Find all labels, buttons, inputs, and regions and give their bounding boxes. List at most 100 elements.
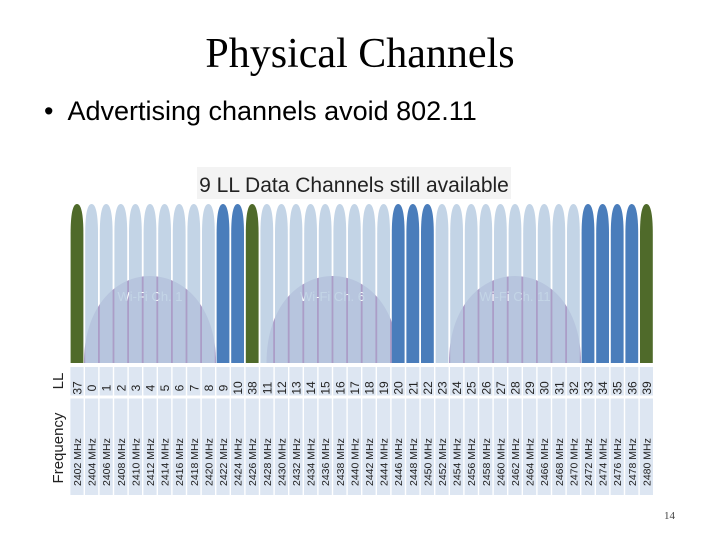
channel-label-column-22	[420, 367, 434, 495]
ll-channel-number: 19	[377, 381, 391, 395]
ll-channel-number: 32	[567, 381, 581, 395]
channel-label-column-9	[216, 367, 230, 495]
bullet-text: Advertising channels avoid 802.11	[67, 96, 477, 126]
ble-channel-11-spike	[260, 204, 274, 363]
ble-channel-8-spike	[202, 204, 215, 363]
ll-channel-number: 10	[231, 381, 245, 395]
ble-channel-34-spike	[596, 204, 609, 363]
channel-frequency-label: 2466 MHz	[539, 438, 551, 486]
ble-channel-7-spike	[187, 204, 201, 363]
ble-channel-26-spike	[479, 204, 493, 363]
ll-channel-number: 0	[85, 384, 99, 391]
bullet-dot-icon: •	[44, 96, 54, 126]
ll-channel-number: 16	[333, 381, 347, 395]
channel-frequency-label: 2446 MHz	[393, 438, 405, 486]
ble-channel-39-spike	[640, 204, 653, 363]
channel-label-column-33	[581, 367, 595, 495]
ll-channel-number: 3	[129, 384, 143, 391]
ll-channel-number: 26	[479, 381, 493, 395]
channel-label-column-11	[260, 367, 274, 495]
ble-channel-6-spike	[172, 204, 186, 363]
channel-frequency-label: 2452 MHz	[437, 438, 449, 486]
ble-channel-25-spike	[464, 204, 478, 363]
ble-channel-21-spike	[406, 204, 420, 363]
channel-label-column-5	[158, 367, 172, 495]
ble-channel-12-spike	[275, 204, 288, 363]
channel-label-column-39	[639, 367, 653, 495]
ble-channel-31-spike	[552, 204, 566, 363]
ble-channel-35-spike	[610, 204, 624, 363]
ll-channel-number: 29	[523, 381, 537, 395]
channel-frequency-label: 2456 MHz	[466, 438, 478, 486]
channel-frequency-label: 2420 MHz	[203, 438, 215, 486]
channel-frequency-label: 2472 MHz	[583, 438, 595, 486]
channel-frequency-label: 2422 MHz	[218, 438, 230, 486]
ble-channel-1-spike	[99, 204, 113, 363]
ble-channel-22-spike	[421, 204, 434, 363]
ble-channel-3-spike	[129, 204, 142, 363]
ble-channel-30-spike	[537, 204, 551, 363]
channel-frequency-label: 2476 MHz	[612, 438, 624, 486]
ll-channel-number: 38	[246, 381, 260, 395]
ble-channel-37-spike	[70, 204, 84, 363]
ll-channel-number: 8	[202, 384, 216, 391]
ll-channel-number: 34	[596, 381, 610, 395]
channel-label-column-31	[552, 367, 566, 495]
channel-frequency-label: 2402 MHz	[72, 438, 84, 486]
ble-channel-16-spike	[333, 204, 347, 363]
channel-label-column-32	[566, 367, 580, 495]
ble-channel-38-spike	[245, 204, 259, 363]
channel-label-column-1	[99, 367, 113, 495]
ll-channel-number: 22	[421, 381, 435, 395]
ble-channel-33-spike	[581, 204, 595, 363]
ll-channel-number: 6	[173, 384, 187, 391]
channel-label-column-28	[508, 367, 522, 495]
ll-channel-number: 21	[406, 381, 420, 395]
channel-frequency-label: 2444 MHz	[379, 438, 391, 486]
ll-channel-number: 31	[552, 381, 566, 395]
ll-channel-number: 25	[465, 381, 479, 395]
channel-label-column-18	[362, 367, 376, 495]
channel-frequency-label: 2470 MHz	[568, 438, 580, 486]
channel-frequency-label: 2440 MHz	[349, 438, 361, 486]
ll-channel-number: 27	[494, 381, 508, 395]
frequency-row-label: Frequency	[50, 412, 67, 483]
channel-frequency-label: 2424 MHz	[233, 438, 245, 486]
bullet-point: • Advertising channels avoid 802.11	[44, 96, 477, 127]
ble-channel-5-spike	[158, 204, 171, 363]
channel-frequency-label: 2434 MHz	[306, 438, 318, 486]
channel-frequency-label: 2438 MHz	[335, 438, 347, 486]
ble-channel-15-spike	[318, 204, 332, 363]
channel-frequency-label: 2414 MHz	[160, 438, 172, 486]
channel-frequency-label: 2478 MHz	[627, 438, 639, 486]
figure-heading: 9 LL Data Channels still available	[199, 174, 509, 197]
channel-label-column-20	[391, 367, 405, 495]
ll-channel-number: 39	[640, 381, 654, 395]
channel-frequency-label: 2458 MHz	[481, 438, 493, 486]
ble-channel-20-spike	[391, 204, 405, 363]
ble-channel-28-spike	[508, 204, 522, 363]
channel-label-column-26	[479, 367, 493, 495]
channel-label-column-27	[493, 367, 507, 495]
ble-channel-32-spike	[567, 204, 580, 363]
ll-channel-number: 17	[348, 381, 362, 395]
channel-frequency-label: 2454 MHz	[452, 438, 464, 486]
ll-channel-number: 12	[275, 381, 289, 395]
channel-label-column-8	[201, 367, 215, 495]
channel-frequency-label: 2426 MHz	[247, 438, 259, 486]
channel-frequency-label: 2436 MHz	[320, 438, 332, 486]
channel-frequency-label: 2408 MHz	[116, 438, 128, 486]
ll-channel-number: 37	[71, 381, 85, 395]
ll-channel-number: 14	[304, 381, 318, 395]
channel-frequency-label: 2432 MHz	[291, 438, 303, 486]
channel-label-column-4	[143, 367, 157, 495]
ble-channel-0-spike	[85, 204, 98, 363]
ll-channel-number: 36	[625, 381, 639, 395]
channel-label-column-17	[347, 367, 361, 495]
channel-label-column-13	[289, 367, 303, 495]
ble-channel-29-spike	[523, 204, 536, 363]
ll-channel-number: 2	[114, 384, 128, 391]
channel-label-column-12	[274, 367, 288, 495]
ble-channel-layer	[70, 204, 653, 363]
